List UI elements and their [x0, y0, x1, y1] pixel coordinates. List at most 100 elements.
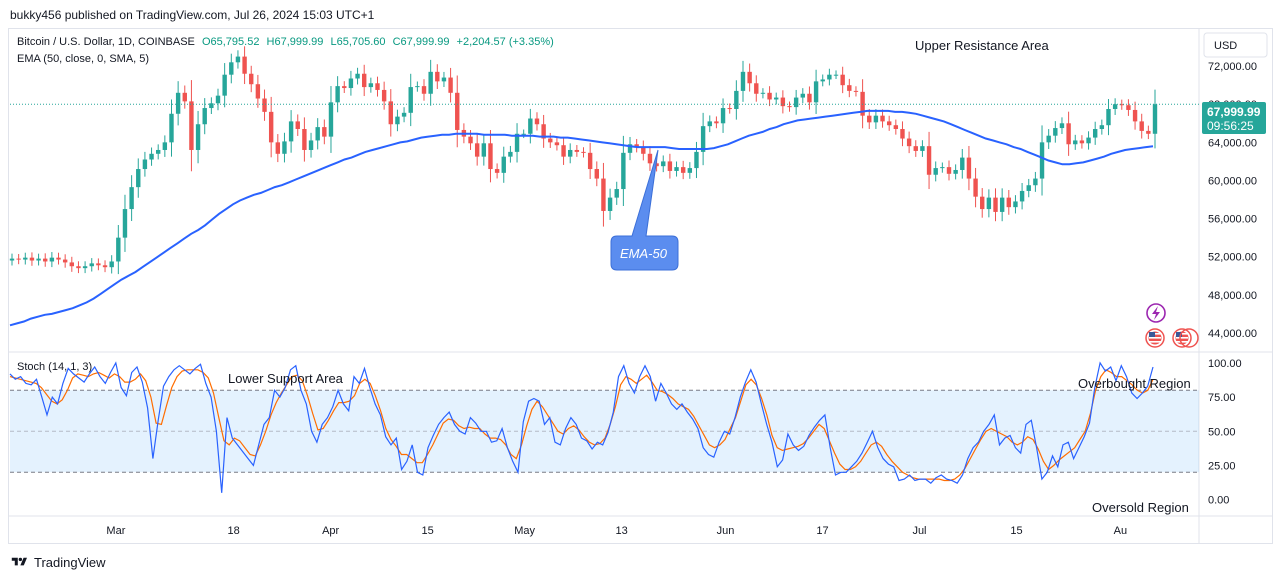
candle-body — [714, 121, 719, 124]
oversold-label: Oversold Region — [1092, 500, 1189, 515]
candles-group — [9, 46, 1158, 275]
us-flag-event-icon[interactable] — [1172, 328, 1199, 348]
candle-body — [694, 151, 699, 169]
stoch-axis[interactable]: 100.00 75.00 50.00 25.00 0.00 — [1208, 358, 1242, 507]
symbol-name[interactable]: Bitcoin / U.S. Dollar, 1D, COINBASE — [17, 36, 195, 48]
candle-body — [700, 126, 706, 152]
ema-callout: EMA-50 — [610, 149, 679, 271]
candle-countdown: 09:56:25 — [1207, 119, 1254, 133]
candle-body — [328, 102, 334, 137]
candle-body — [946, 167, 952, 174]
candle-body — [342, 86, 347, 89]
candle-body — [594, 169, 599, 179]
candle-body — [1073, 140, 1078, 145]
candle-body — [541, 124, 546, 139]
candle-body — [109, 261, 114, 268]
stoch-legend[interactable]: Stoch (14, 1, 3) — [17, 361, 96, 373]
ema-callout-bubble — [610, 149, 679, 271]
candle-body — [249, 73, 254, 85]
currency-label: USD — [1214, 40, 1237, 52]
candle-body — [807, 93, 812, 103]
change-value: +2,204.57 (+3.35%) — [456, 36, 554, 48]
candle-body — [720, 108, 726, 124]
candle-body — [528, 118, 533, 134]
candle-body — [1006, 197, 1012, 208]
candle-body — [1092, 129, 1098, 138]
candle-body — [999, 197, 1005, 212]
candle-body — [980, 196, 985, 210]
candle-body — [1086, 137, 1091, 144]
footer-brand: TradingView — [34, 554, 106, 570]
candle-body — [122, 209, 128, 238]
candle-body — [900, 129, 905, 139]
candle-body — [282, 141, 287, 154]
candle-body — [893, 125, 899, 130]
candle-body — [621, 152, 626, 190]
candle-body — [1019, 190, 1025, 202]
candle-body — [235, 56, 241, 63]
candle-body — [155, 149, 161, 154]
overbought-label: Overbought Region — [1078, 376, 1191, 391]
candle-body — [607, 197, 613, 211]
time-tick-label: 15 — [422, 525, 434, 537]
candle-body — [913, 146, 918, 151]
candle-body — [222, 74, 227, 96]
candle-body — [36, 258, 41, 261]
price-tick-label: 72,000.00 — [1208, 61, 1257, 73]
stoch-tick-label: 0.00 — [1208, 495, 1229, 507]
candle-body — [960, 157, 965, 170]
candle-body — [933, 168, 938, 175]
candle-body — [401, 112, 407, 117]
candle-body — [288, 121, 294, 142]
candle-body — [1033, 178, 1038, 186]
ema-legend[interactable]: EMA (50, close, 0, SMA, 5) — [17, 53, 153, 65]
candle-body — [1139, 121, 1144, 131]
candle-body — [827, 74, 832, 80]
candle-body — [16, 258, 21, 260]
candle-body — [1079, 140, 1085, 144]
candle-body — [102, 265, 108, 268]
candle-body — [521, 133, 526, 135]
candle-body — [23, 257, 28, 260]
candle-body — [1119, 104, 1124, 106]
price-tick-label: 48,000.00 — [1208, 290, 1257, 302]
candle-body — [195, 124, 201, 150]
candle-body — [634, 144, 639, 148]
last-price-label — [1202, 102, 1266, 134]
candle-body — [1146, 130, 1151, 134]
candle-body — [587, 152, 593, 170]
candle-body — [674, 167, 679, 171]
currency-box[interactable] — [1203, 32, 1268, 58]
candle-body — [767, 92, 772, 100]
candle-body — [601, 178, 606, 211]
open-value: O65,795.52 — [201, 36, 260, 48]
candle-body — [268, 111, 274, 143]
candle-body — [242, 56, 247, 74]
candle-body — [661, 161, 666, 167]
price-tick-label: 44,000.00 — [1208, 328, 1257, 340]
candle-body — [255, 84, 261, 99]
candle-body — [853, 90, 859, 92]
stoch-legend-label: Stoch (14, 1, 3) — [17, 361, 93, 373]
stoch-k-line — [9, 361, 1154, 493]
candle-body — [1152, 104, 1158, 134]
candle-body — [229, 62, 234, 75]
candle-body — [62, 259, 68, 263]
candle-body — [687, 168, 693, 173]
candle-body — [774, 97, 779, 100]
us-flag-event-icon[interactable] — [1145, 328, 1165, 348]
stoch-tick-label: 50.00 — [1208, 426, 1236, 438]
footer: TradingView — [10, 553, 106, 571]
candle-body — [880, 115, 885, 122]
candle-body — [548, 138, 553, 143]
candle-body — [940, 167, 945, 169]
candle-body — [116, 237, 121, 262]
candle-body — [973, 178, 978, 197]
ema-50-line — [9, 109, 1154, 327]
flash-event-icon[interactable] — [1146, 303, 1166, 323]
candle-body — [142, 159, 148, 170]
candle-body — [780, 97, 786, 107]
candle-body — [787, 106, 792, 108]
time-axis[interactable]: Mar 18 Apr 15 May 13 Jun 17 Jul 15 Au — [106, 525, 1127, 537]
